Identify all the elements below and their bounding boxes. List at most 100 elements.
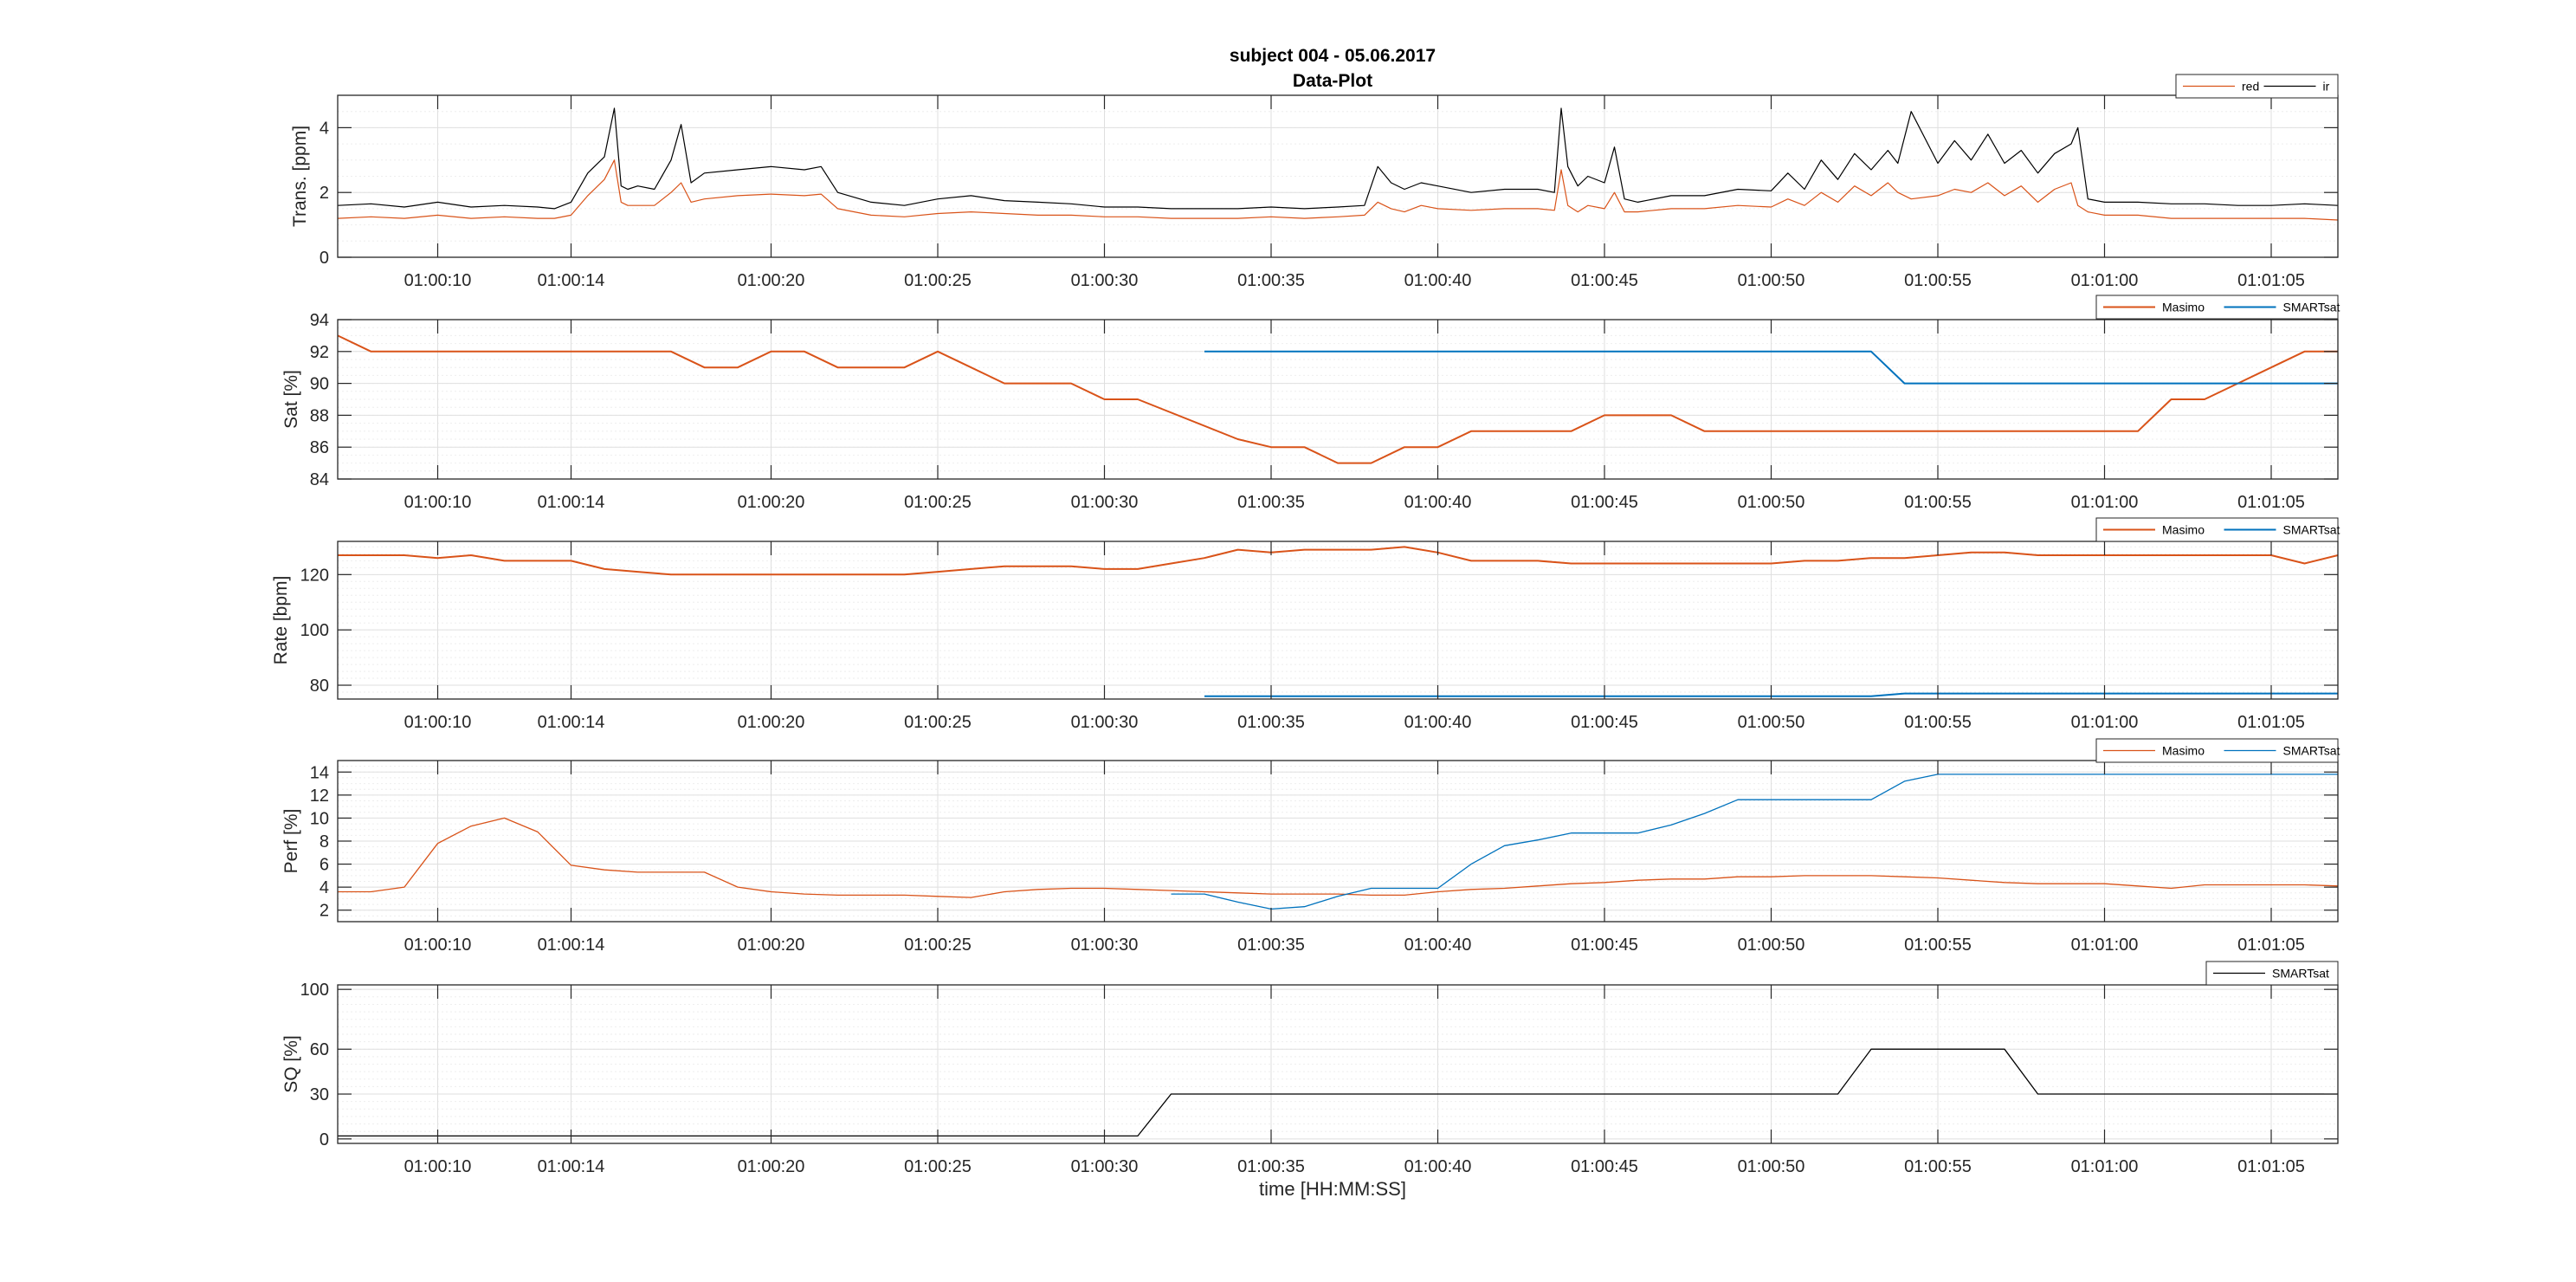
x-tick-label: 01:00:35 xyxy=(1237,271,1305,290)
x-tick-label: 01:00:45 xyxy=(1571,271,1638,290)
x-tick-label: 01:00:25 xyxy=(904,713,972,732)
y-tick-label: 92 xyxy=(310,343,329,362)
x-tick-label: 01:00:35 xyxy=(1237,713,1305,732)
y-tick-label: 4 xyxy=(320,878,329,897)
y-tick-label: 14 xyxy=(310,763,329,782)
x-tick-label: 01:00:10 xyxy=(404,713,472,732)
y-tick-label: 30 xyxy=(310,1085,329,1104)
x-tick-label: 01:00:20 xyxy=(738,713,805,732)
y-tick-label: 2 xyxy=(320,902,329,921)
y-tick-label: 60 xyxy=(310,1040,329,1059)
legend: red ir xyxy=(2175,74,2339,99)
x-tick-label: 01:00:20 xyxy=(738,936,805,955)
x-tick-label: 01:00:10 xyxy=(404,493,472,512)
subplot-3: 01:00:10 01:00:14 01:00:20 01:00:25 01:00:30… xyxy=(271,517,2340,732)
x-tick-label: 01:00:35 xyxy=(1237,1157,1305,1176)
figure-subtitle: Data-Plot xyxy=(1293,71,1372,91)
subplot-1: 01:00:10 01:00:14 01:00:20 01:00:25 01:00:30… xyxy=(290,74,2339,290)
legend: SMARTsat xyxy=(2205,961,2339,986)
x-tick-label: 01:01:05 xyxy=(2237,493,2305,512)
legend: Masimo SMARTsat xyxy=(2095,738,2340,763)
y-tick-label: 84 xyxy=(310,470,329,489)
x-tick-label: 01:00:30 xyxy=(1071,1157,1139,1176)
y-tick-label: 90 xyxy=(310,375,329,394)
x-tick-label: 01:00:55 xyxy=(1904,1157,1972,1176)
figure-title: subject 004 - 05.06.2017 xyxy=(1230,46,1436,66)
y-tick-label: 80 xyxy=(310,677,329,696)
legend-label-masimo: Masimo xyxy=(2162,523,2205,537)
x-tick-label: 01:00:50 xyxy=(1738,936,1805,955)
axes-box xyxy=(337,319,2339,480)
x-tick-label: 01:00:55 xyxy=(1904,713,1972,732)
x-tick-label: 01:00:25 xyxy=(904,271,972,290)
x-tick-label: 01:01:00 xyxy=(2071,1157,2139,1176)
y-tick-label: 120 xyxy=(300,566,329,585)
axes-box xyxy=(337,541,2339,700)
legend-label-masimo: Masimo xyxy=(2162,744,2205,758)
x-tick-label: 01:01:05 xyxy=(2237,713,2305,732)
x-tick-label: 01:00:20 xyxy=(738,1157,805,1176)
series-line-smartsat xyxy=(1204,350,2338,385)
series-line-masimo xyxy=(338,817,2339,898)
y-tick-label: 0 xyxy=(320,1130,329,1149)
axes-box xyxy=(337,94,2339,258)
y-axis-label: SQ [%] xyxy=(281,1035,301,1093)
x-tick-label: 01:00:14 xyxy=(538,713,605,732)
series-line-smartsat xyxy=(1171,774,2338,910)
y-tick-label: 86 xyxy=(310,438,329,457)
x-tick-label: 01:00:45 xyxy=(1571,936,1638,955)
y-axis-label: Sat [%] xyxy=(281,370,301,429)
subplot-4: 01:00:10 01:00:14 01:00:20 01:00:25 01:00:30… xyxy=(281,738,2340,955)
series-line-masimo xyxy=(337,334,2338,464)
legend-label-smartsat: SMARTsat xyxy=(2283,301,2340,314)
y-tick-label: 100 xyxy=(300,621,329,640)
subplots-group: 01:00:10 01:00:14 01:00:20 01:00:25 01:00:30… xyxy=(271,74,2340,1176)
y-tick-label: 2 xyxy=(320,184,329,203)
series-line-ir xyxy=(337,107,2339,210)
x-tick-label: 01:01:00 xyxy=(2071,936,2139,955)
x-tick-label: 01:00:14 xyxy=(538,493,605,512)
x-tick-label: 01:01:00 xyxy=(2071,493,2139,512)
x-tick-label: 01:01:00 xyxy=(2071,271,2139,290)
x-tick-label: 01:00:14 xyxy=(538,936,605,955)
x-tick-label: 01:00:45 xyxy=(1571,493,1638,512)
legend-label-smartsat: SMARTsat xyxy=(2283,744,2340,758)
x-tick-label: 01:00:20 xyxy=(738,271,805,290)
y-tick-label: 8 xyxy=(320,832,329,851)
x-tick-label: 01:00:40 xyxy=(1404,271,1472,290)
x-tick-label: 01:00:14 xyxy=(538,271,605,290)
y-tick-label: 12 xyxy=(310,787,329,806)
x-tick-label: 01:00:40 xyxy=(1404,493,1472,512)
x-tick-label: 01:00:35 xyxy=(1237,493,1305,512)
x-tick-label: 01:00:20 xyxy=(738,493,805,512)
x-tick-label: 01:00:50 xyxy=(1738,713,1805,732)
y-tick-label: 6 xyxy=(320,856,329,875)
subplot-5: 01:00:10 01:00:14 01:00:20 01:00:25 01:00:30… xyxy=(281,961,2339,1176)
legend-label-red: red xyxy=(2242,80,2259,94)
x-tick-label: 01:00:45 xyxy=(1571,1157,1638,1176)
x-tick-label: 01:00:30 xyxy=(1071,936,1139,955)
axes-box xyxy=(337,984,2339,1144)
x-tick-label: 01:00:10 xyxy=(404,1157,472,1176)
x-tick-label: 01:01:05 xyxy=(2237,271,2305,290)
legend-label-smartsat: SMARTsat xyxy=(2283,523,2340,537)
x-tick-label: 01:00:14 xyxy=(538,1157,605,1176)
y-axis-label: Rate [bpm] xyxy=(271,576,291,665)
x-tick-label: 01:00:35 xyxy=(1237,936,1305,955)
x-tick-label: 01:00:50 xyxy=(1738,493,1805,512)
x-tick-label: 01:01:05 xyxy=(2237,936,2305,955)
y-axis-label: Trans. [ppm] xyxy=(290,126,310,227)
x-tick-label: 01:00:55 xyxy=(1904,493,1972,512)
series-line-red xyxy=(337,159,2339,221)
x-tick-label: 01:00:45 xyxy=(1571,713,1638,732)
x-tick-label: 01:00:25 xyxy=(904,1157,972,1176)
y-tick-label: 94 xyxy=(310,311,329,330)
x-axis-label: time [HH:MM:SS] xyxy=(1259,1178,1406,1200)
series-line-smartsat xyxy=(338,1048,2338,1137)
x-tick-label: 01:00:30 xyxy=(1071,271,1139,290)
x-tick-label: 01:01:00 xyxy=(2071,713,2139,732)
legend-label-masimo: Masimo xyxy=(2162,301,2205,314)
y-tick-label: 88 xyxy=(310,406,329,425)
series-line-smartsat xyxy=(1204,692,2338,697)
